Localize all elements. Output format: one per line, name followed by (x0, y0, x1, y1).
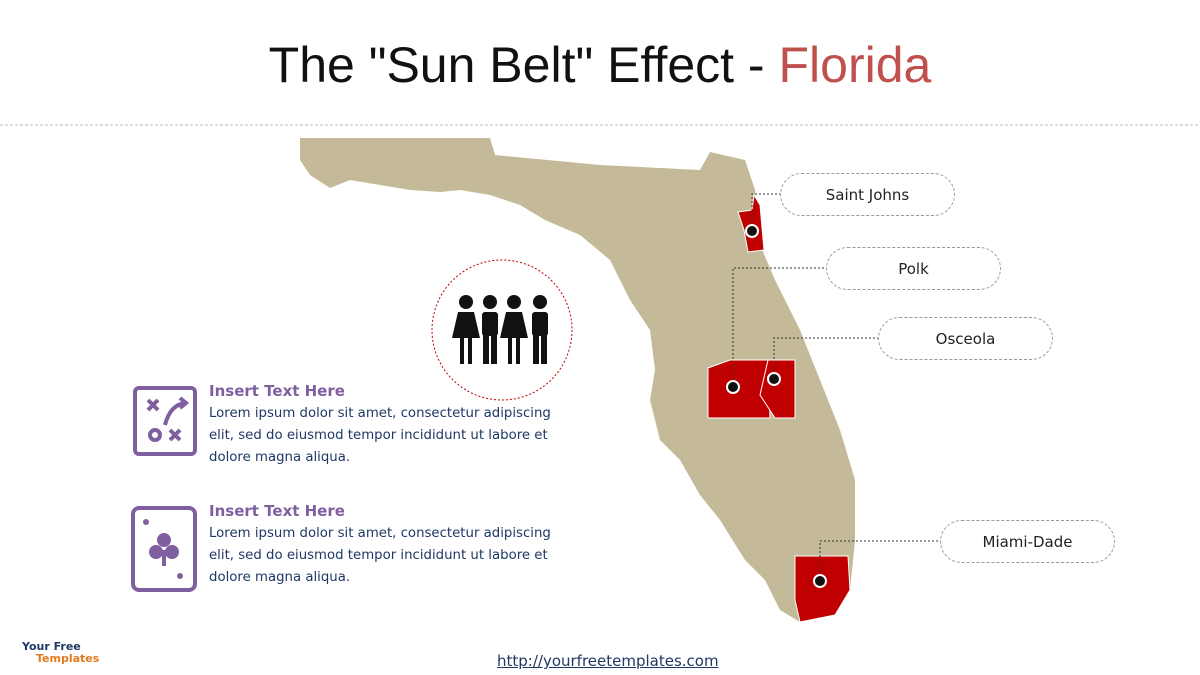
logo-bottom: Templates (36, 652, 100, 665)
connector (773, 337, 878, 379)
title-highlight: Florida (778, 37, 932, 93)
connectors (732, 193, 940, 581)
county-dots (726, 224, 827, 588)
county-saint-johns (737, 193, 765, 253)
county-label: Miami-Dade (940, 520, 1115, 563)
connector (732, 267, 826, 387)
text-item: Insert Text Here Lorem ipsum dolor sit a… (209, 502, 569, 589)
dot (726, 380, 740, 394)
county-miami-dade (794, 555, 851, 623)
card-icon (131, 506, 197, 592)
connector (819, 540, 940, 581)
county-label: Polk (826, 247, 1001, 290)
item-heading: Insert Text Here (209, 502, 345, 520)
logo-top: Your Free (22, 640, 81, 653)
florida-map (300, 138, 855, 622)
strategy-icon (133, 386, 197, 456)
dot (813, 574, 827, 588)
title: The "Sun Belt" Effect - Florida (0, 36, 1200, 94)
item-heading: Insert Text Here (209, 382, 345, 400)
item-body: Lorem ipsum dolor sit amet, consectetur … (209, 406, 551, 465)
people-circle (431, 259, 573, 401)
item-body: Lorem ipsum dolor sit amet, consectetur … (209, 526, 551, 585)
footer-link[interactable]: http://yourfreetemplates.com (497, 652, 719, 670)
county-label: Osceola (878, 317, 1053, 360)
logo: Your Free Templates (22, 641, 99, 665)
title-text: The "Sun Belt" Effect - (268, 37, 779, 93)
text-item: Insert Text Here Lorem ipsum dolor sit a… (209, 382, 569, 469)
county-label: Saint Johns (780, 173, 955, 216)
connector (751, 193, 780, 231)
dot (767, 372, 781, 386)
dot (745, 224, 759, 238)
people-icon (452, 295, 548, 364)
